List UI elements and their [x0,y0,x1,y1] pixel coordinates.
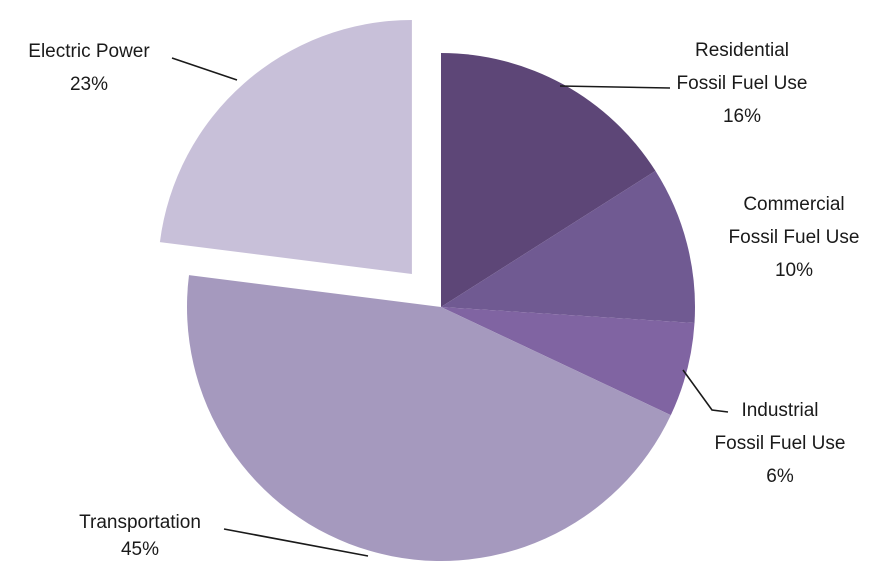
slice-percent-transportation: 45% [121,539,159,560]
slice-label-electric-power: Electric Power 23% [28,41,150,95]
slice-name-industrial: Fossil Fuel Use [715,433,846,454]
slice-name-industrial: Industrial [741,400,818,421]
pie-slice-industrial [441,307,695,416]
slice-label-transportation: Transportation 45% [79,512,201,560]
slice-name-electric-power: Electric Power [28,41,150,62]
slice-percent-commercial: 10% [775,260,813,281]
pie-slice-electric-power [159,19,412,274]
label-leader-lines [171,57,729,557]
slice-label-commercial: Commercial Fossil Fuel Use 10% [729,194,860,281]
pie-slice-transportation [187,275,671,561]
leader-line-transportation [223,528,369,557]
slice-name-commercial: Commercial [743,194,844,215]
slice-label-residential: Residential Fossil Fuel Use 16% [677,40,808,127]
slice-label-industrial: Industrial Fossil Fuel Use 6% [715,400,846,487]
leader-line-electric-power [171,57,238,81]
slice-name-transportation: Transportation [79,512,201,533]
slice-name-residential: Fossil Fuel Use [677,73,808,94]
leader-line-industrial [682,369,729,413]
slice-percent-electric-power: 23% [70,74,108,95]
slice-labels: Residential Fossil Fuel Use 16% Commercial F… [28,40,859,560]
slice-percent-industrial: 6% [766,466,794,487]
slice-percent-residential: 16% [723,106,761,127]
pie-slice-commercial [441,170,695,323]
slice-name-residential: Residential [695,40,789,61]
leader-line-residential [559,85,671,89]
slice-name-commercial: Fossil Fuel Use [729,227,860,248]
pie-slice-residential [441,53,656,307]
pie-slices [159,19,695,561]
